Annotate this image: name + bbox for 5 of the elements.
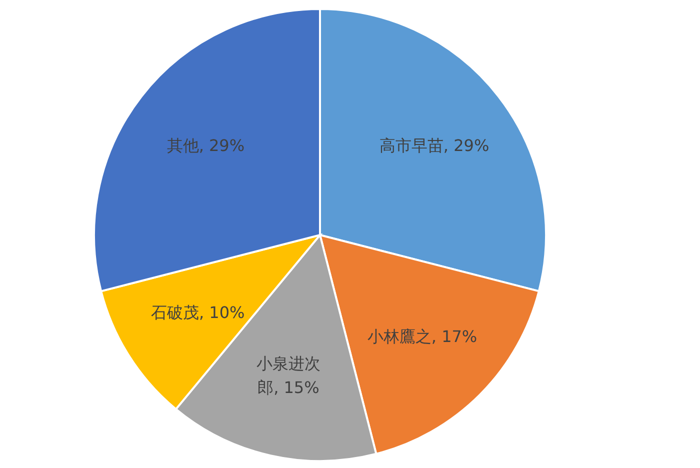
- slice-label: 小泉进次郎, 15%: [255, 353, 322, 400]
- slice-label: 其他, 29%: [166, 135, 245, 158]
- slice-label: 小林鷹之, 17%: [367, 326, 478, 348]
- slice-label: 石破茂, 10%: [151, 302, 245, 324]
- slice-label: 高市早苗, 29%: [379, 135, 490, 158]
